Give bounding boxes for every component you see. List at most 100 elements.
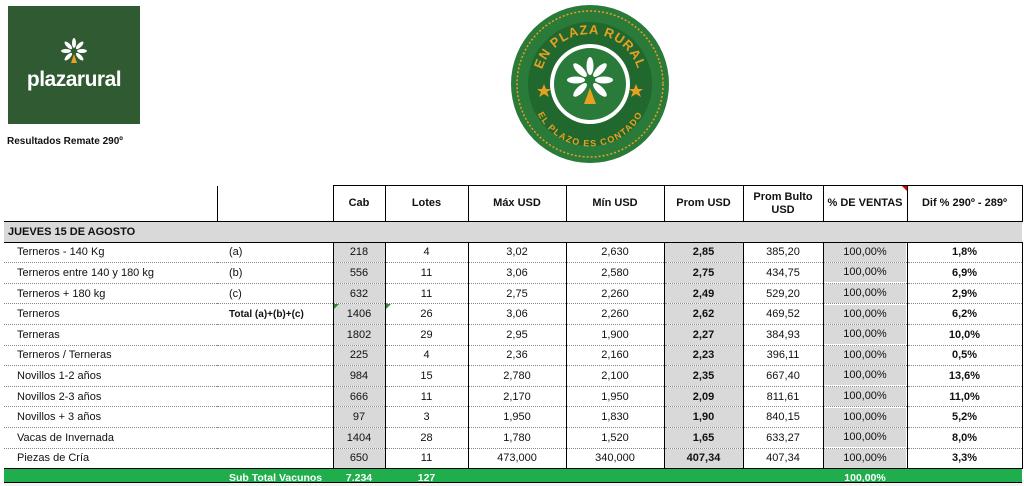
- report-subtitle: Resultados Remate 290º: [7, 136, 123, 147]
- row-prom: 2,27: [663, 324, 743, 346]
- row-prom-bulto: 840,15: [742, 406, 823, 428]
- row-lotes: 3: [384, 406, 468, 428]
- auction-results-table: Cab Lotes Máx USD Mín USD Prom USD Prom …: [4, 185, 1023, 486]
- row-cab: 556: [332, 262, 385, 284]
- table-row: Vacas de Invernada 1404 28 1,780 1,520 1,65 63…: [4, 427, 1023, 449]
- row-category: Terneros + 180 kg: [4, 283, 217, 305]
- row-cab: 1802: [332, 324, 385, 346]
- row-dif: 10,0%: [907, 324, 1023, 346]
- ventas-value: 100,00%: [824, 284, 906, 303]
- row-min: 2,260: [565, 303, 664, 325]
- row-lotes: 11: [384, 386, 468, 408]
- row-prom: 2,35: [663, 365, 743, 387]
- row-max: 1,780: [467, 427, 566, 449]
- row-max: 2,36: [467, 345, 566, 367]
- row-note: [217, 406, 333, 428]
- ventas-value: 100,00%: [824, 407, 906, 427]
- subtotal-empty: [664, 468, 743, 486]
- row-ventas: 100,00%: [822, 386, 908, 408]
- row-note: [217, 324, 333, 346]
- row-category: Terneros - 140 Kg: [4, 242, 217, 264]
- row-min: 1,520: [565, 427, 664, 449]
- row-min: 2,260: [565, 283, 664, 305]
- row-dif: 0,5%: [907, 345, 1023, 367]
- row-ventas: 100,00%: [822, 262, 908, 284]
- header-blank: [217, 185, 334, 222]
- row-dif: 11,0%: [907, 386, 1023, 408]
- subtotal-cab: 7.234: [333, 468, 385, 486]
- row-note: [217, 386, 333, 408]
- row-category: Novillos 1-2 años: [4, 365, 217, 387]
- col-min: Mín USD: [565, 185, 665, 222]
- row-cab: 97: [332, 406, 385, 428]
- col-prom-bulto: Prom Bulto USD: [742, 185, 824, 222]
- table-row: Terneros - 140 Kg (a) 218 4 3,02 2,630 2,85 385…: [4, 242, 1023, 264]
- row-prom: 2,75: [663, 262, 743, 284]
- col-lotes: Lotes: [384, 185, 469, 222]
- row-category: Piezas de Cría: [4, 448, 217, 470]
- row-max: 473,000: [467, 448, 566, 470]
- row-min: 1,950: [565, 386, 664, 408]
- row-note: [217, 345, 333, 367]
- row-category: Terneros / Terneras: [4, 345, 217, 367]
- section-row: JUEVES 15 DE AGOSTO: [4, 221, 1022, 243]
- section-title: JUEVES 15 DE AGOSTO: [4, 221, 1022, 243]
- row-ventas: 100,00%: [822, 345, 908, 367]
- col-cab: Cab: [332, 185, 386, 222]
- row-ventas: 100,00%: [822, 303, 908, 325]
- row-dif: 5,2%: [907, 406, 1023, 428]
- row-min: 1,900: [565, 324, 664, 346]
- ventas-value: 100,00%: [824, 325, 906, 345]
- row-max: 3,02: [467, 242, 566, 264]
- row-category: Terneras: [4, 324, 217, 346]
- plazarural-logo: plazarural: [8, 6, 140, 124]
- subtotal-empty: [4, 468, 217, 486]
- row-cab: 650: [332, 448, 385, 470]
- header-row: Cab Lotes Máx USD Mín USD Prom USD Prom …: [4, 185, 1023, 222]
- row-lotes: 26: [384, 303, 468, 325]
- row-dif: 2,9%: [907, 283, 1023, 305]
- row-min: 340,000: [565, 448, 664, 470]
- table-row: Terneros + 180 kg (c) 632 11 2,75 2,260 2,49 52…: [4, 283, 1023, 305]
- row-prom: 2,62: [663, 303, 743, 325]
- row-lotes: 4: [384, 242, 468, 264]
- table-row: Terneros entre 140 y 180 kg (b) 556 11 3,06 2…: [4, 262, 1023, 284]
- subtotal-label: Sub Total Vacunos: [217, 468, 333, 486]
- row-prom: 2,23: [663, 345, 743, 367]
- plaza-rural-seal-icon: EN PLAZA RURAL EL PLAZO ES CONTADO: [511, 5, 669, 163]
- row-min: 2,580: [565, 262, 664, 284]
- row-category: Novillos 2-3 años: [4, 386, 217, 408]
- row-lotes: 4: [384, 345, 468, 367]
- row-max: 2,95: [467, 324, 566, 346]
- table-row: Terneras 1802 29 2,95 1,900 2,27 384,93 100,00%…: [4, 324, 1023, 346]
- ventas-value: 100,00%: [824, 448, 906, 468]
- row-prom: 2,09: [663, 386, 743, 408]
- row-prom: 2,49: [663, 283, 743, 305]
- row-cab: 225: [332, 345, 385, 367]
- row-note: (c): [217, 283, 333, 305]
- col-dif: Dif % 290º - 289º: [906, 185, 1023, 222]
- table-row: Novillos 1-2 años 984 15 2,780 2,100 2,35 667,…: [4, 365, 1023, 387]
- row-ventas: 100,00%: [822, 365, 908, 387]
- row-prom: 1,90: [663, 406, 743, 428]
- row-ventas: 100,00%: [822, 406, 908, 428]
- row-prom-bulto: 385,20: [742, 242, 823, 264]
- row-prom: 407,34: [663, 448, 743, 470]
- row-dif: 3,3%: [907, 448, 1023, 470]
- row-min: 2,630: [565, 242, 664, 264]
- row-prom-bulto: 633,27: [742, 427, 823, 449]
- row-max: 2,780: [467, 365, 566, 387]
- row-lotes: 28: [384, 427, 468, 449]
- logo-text: plazarural: [26, 68, 122, 91]
- row-prom-bulto: 529,20: [742, 283, 823, 305]
- row-max: 3,06: [467, 262, 566, 284]
- row-max: 2,75: [467, 283, 566, 305]
- row-category: Novillos + 3 años: [4, 406, 217, 428]
- row-min: 2,100: [565, 365, 664, 387]
- row-dif: 6,2%: [907, 303, 1023, 325]
- row-lotes: 11: [384, 448, 468, 470]
- subtotal-empty: [743, 468, 823, 486]
- row-category: Terneros entre 140 y 180 kg: [4, 262, 217, 284]
- row-lotes: 11: [384, 262, 468, 284]
- bottom-divider: [4, 482, 1022, 486]
